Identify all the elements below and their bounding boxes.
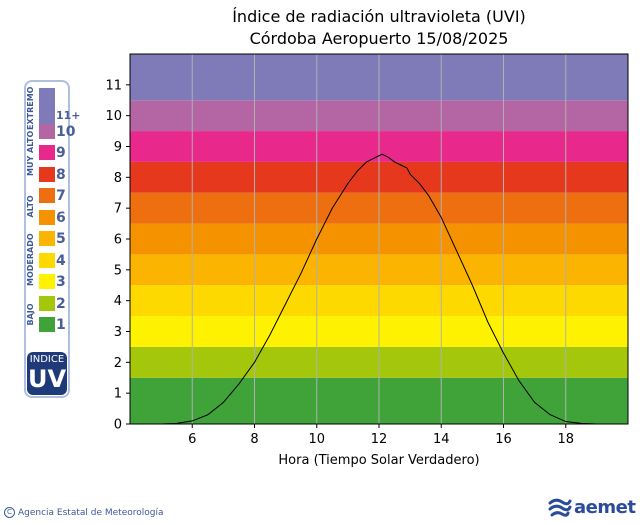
- legend-swatch-9: [39, 145, 55, 160]
- agency-name: Agencia Estatal de Meteorología: [18, 508, 164, 518]
- y-tick-label-5: 5: [114, 263, 122, 278]
- footer-agency: C Agencia Estatal de Meteorología: [4, 507, 164, 518]
- legend-level-1: 1: [56, 317, 66, 333]
- chart-title-line1: Índice de radiación ultravioleta (UVI): [232, 7, 526, 26]
- legend-level-11: 11+: [56, 109, 81, 122]
- badge-top-text: INDICE: [29, 354, 65, 365]
- x-axis-label: Hora (Tiempo Solar Verdadero): [278, 453, 479, 468]
- y-tick-label-0: 0: [114, 418, 122, 433]
- y-tick-label-7: 7: [114, 202, 122, 217]
- legend-level-2: 2: [56, 295, 66, 312]
- legend-swatch-4: [39, 252, 55, 268]
- chart-title: Índice de radiación ultravioleta (UVI) C…: [130, 6, 628, 50]
- legend-category-moderado: MODERADO: [26, 233, 35, 287]
- legend-level-9: 9: [56, 145, 66, 161]
- y-tick-label-1: 1: [114, 387, 122, 402]
- x-tick-label-6: 6: [188, 432, 196, 447]
- copyright-icon: C: [4, 507, 15, 518]
- legend-swatch-7: [39, 188, 55, 203]
- legend-level-4: 4: [56, 252, 66, 269]
- x-tick-label-10: 10: [308, 432, 325, 447]
- uv-index-legend: EXTREMO MUY ALTO ALTO MODERADO BAJO 11+ 10 9 8 7…: [24, 80, 81, 398]
- x-tick-label-12: 12: [371, 432, 388, 447]
- aemet-logo: aemet: [548, 497, 638, 519]
- legend-swatch-6: [39, 209, 55, 225]
- series-line-0: [130, 153, 628, 425]
- series-group: [130, 153, 628, 425]
- legend-swatch-3: [39, 274, 55, 289]
- y-tick-label-6: 6: [114, 233, 122, 248]
- legend-level-10: 10: [56, 123, 76, 140]
- y-tick-label-9: 9: [114, 140, 122, 155]
- y-tick-label-8: 8: [114, 171, 122, 186]
- y-axis-ticks: 0 1 2 3 4 5 6 7 8 9 10 11: [105, 78, 130, 433]
- chart-title-line2: Córdoba Aeropuerto 15/08/2025: [249, 29, 509, 48]
- legend-category-muy-alto: MUY ALTO: [26, 129, 35, 176]
- y-tick-label-11: 11: [105, 78, 122, 93]
- legend-level-6: 6: [56, 209, 66, 226]
- aemet-swirl-icon: [548, 498, 572, 517]
- legend-swatch-5: [39, 231, 55, 246]
- y-tick-label-3: 3: [114, 325, 122, 340]
- x-tick-label-14: 14: [433, 432, 450, 447]
- legend-swatch-1: [39, 317, 55, 332]
- legend-level-8: 8: [56, 166, 66, 183]
- badge-bottom-text: UV: [27, 365, 67, 393]
- uv-index-badge: INDICE UV: [27, 352, 67, 395]
- aemet-logo-text: aemet: [574, 497, 636, 518]
- legend-level-5: 5: [56, 231, 66, 247]
- x-axis-ticks: 6 8 10 12 14 16 18: [188, 424, 574, 447]
- x-tick-label-8: 8: [250, 432, 258, 447]
- legend-category-bajo: BAJO: [26, 302, 35, 325]
- y-tick-label-2: 2: [114, 356, 122, 371]
- legend-swatch-10: [39, 123, 55, 139]
- legend-swatch-2: [39, 295, 55, 311]
- legend-level-7: 7: [56, 188, 66, 204]
- legend-category-alto: ALTO: [26, 195, 35, 218]
- legend-swatch-11: [39, 88, 55, 130]
- legend-level-3: 3: [56, 274, 66, 290]
- x-tick-label-18: 18: [557, 432, 574, 447]
- x-tick-label-16: 16: [495, 432, 512, 447]
- legend-swatch-8: [39, 166, 55, 182]
- y-tick-label-10: 10: [105, 109, 122, 124]
- y-tick-label-4: 4: [114, 294, 122, 309]
